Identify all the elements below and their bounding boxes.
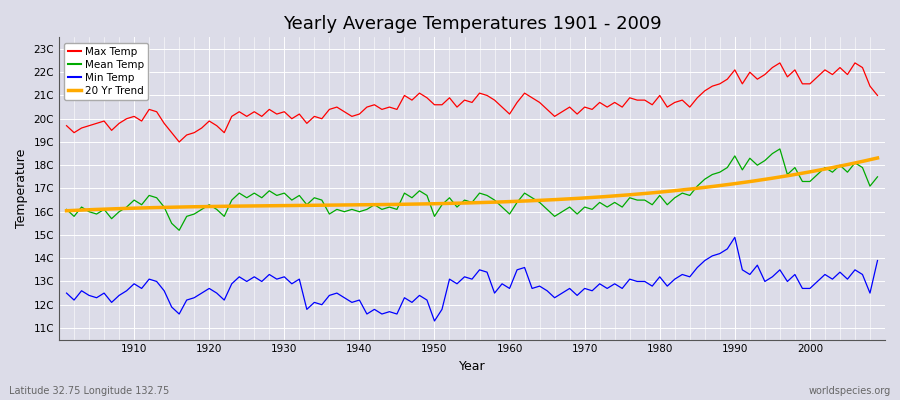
Y-axis label: Temperature: Temperature bbox=[15, 149, 28, 228]
X-axis label: Year: Year bbox=[459, 360, 485, 373]
Text: worldspecies.org: worldspecies.org bbox=[809, 386, 891, 396]
Legend: Max Temp, Mean Temp, Min Temp, 20 Yr Trend: Max Temp, Mean Temp, Min Temp, 20 Yr Tre… bbox=[64, 42, 148, 100]
Title: Yearly Average Temperatures 1901 - 2009: Yearly Average Temperatures 1901 - 2009 bbox=[283, 15, 662, 33]
Text: Latitude 32.75 Longitude 132.75: Latitude 32.75 Longitude 132.75 bbox=[9, 386, 169, 396]
